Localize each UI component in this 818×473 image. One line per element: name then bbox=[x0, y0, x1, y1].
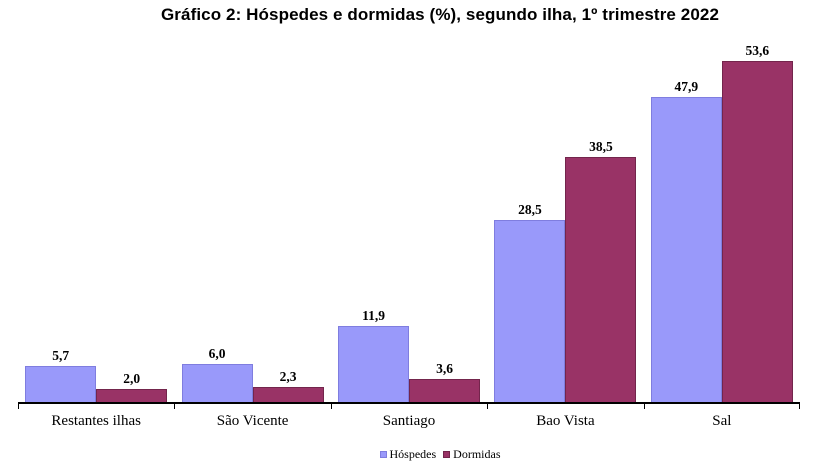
plot-area: 5,7 2,0 6,0 2,3 11,9 3,6 28,5 38,5 47,9 53,6 bbox=[18, 30, 800, 409]
category-label-sao-vicente: São Vicente bbox=[216, 413, 289, 429]
bar-dormidas: 53,6 bbox=[721, 43, 793, 402]
data-label-dormidas: 2,3 bbox=[279, 369, 297, 385]
legend-swatch-dormidas bbox=[443, 451, 451, 458]
data-label-dormidas: 2,0 bbox=[123, 371, 141, 387]
data-label-dormidas: 38,5 bbox=[589, 138, 613, 154]
data-label-hospedes: 28,5 bbox=[518, 202, 542, 218]
bar-hospedes: 11,9 bbox=[338, 308, 410, 402]
category-label-sal: Sal bbox=[712, 413, 732, 429]
legend-label-hospedes: Hóspedes bbox=[389, 447, 437, 461]
bar-hospedes: 5,7 bbox=[25, 348, 97, 402]
x-axis-tick bbox=[18, 404, 19, 409]
x-axis-labels: Restantes ilhas São Vicente Santiago Bao Vi… bbox=[18, 413, 800, 430]
bar-dormidas: 38,5 bbox=[565, 139, 637, 402]
legend-label-dormidas: Dormidas bbox=[453, 447, 501, 461]
bar-dormidas: 3,6 bbox=[409, 361, 481, 402]
chart-title: Gráfico 2: Hóspedes e dormidas (%), segu… bbox=[160, 5, 720, 24]
data-label-hospedes: 11,9 bbox=[362, 308, 385, 324]
bar-dormidas: 2,0 bbox=[96, 371, 168, 402]
data-label-dormidas: 53,6 bbox=[745, 42, 770, 58]
legend: Hóspedes Dormidas bbox=[62, 447, 818, 462]
data-label-dormidas: 3,6 bbox=[436, 361, 453, 377]
data-label-hospedes: 47,9 bbox=[674, 78, 699, 94]
data-label-hospedes: 5,7 bbox=[52, 347, 70, 363]
bar-hospedes: 28,5 bbox=[494, 202, 566, 402]
category-group-sal: 47,9 53,6 bbox=[644, 30, 800, 402]
category-group-santiago: 11,9 3,6 bbox=[331, 30, 487, 402]
bar-dormidas: 2,3 bbox=[252, 369, 324, 402]
category-group-restantes-ilhas: 5,7 2,0 bbox=[18, 30, 174, 402]
category-label-restantes-ilhas: Restantes ilhas bbox=[51, 413, 141, 429]
bar-hospedes: 6,0 bbox=[181, 346, 253, 402]
category-group-sao-vicente: 6,0 2,3 bbox=[174, 30, 330, 402]
data-label-hospedes: 6,0 bbox=[208, 345, 226, 361]
x-axis-tick bbox=[174, 404, 176, 409]
legend-item-dormidas: Dormidas bbox=[443, 447, 501, 462]
legend-swatch-hospedes bbox=[379, 451, 387, 458]
legend-item-hospedes: Hóspedes bbox=[379, 447, 437, 462]
x-axis-tick bbox=[487, 404, 489, 409]
category-group-bao-vista: 28,5 38,5 bbox=[487, 30, 643, 402]
x-axis-tick bbox=[799, 404, 800, 409]
bar-hospedes: 47,9 bbox=[650, 79, 722, 402]
x-axis-tick bbox=[330, 404, 332, 409]
category-label-santiago: Santiago bbox=[382, 413, 436, 429]
x-axis-tick bbox=[643, 404, 645, 409]
category-label-bao-vista: Bao Vista bbox=[536, 413, 595, 429]
